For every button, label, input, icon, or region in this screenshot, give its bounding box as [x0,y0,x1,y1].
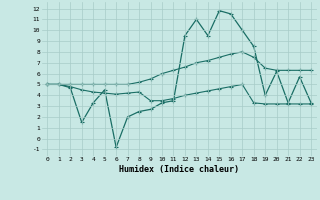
X-axis label: Humidex (Indice chaleur): Humidex (Indice chaleur) [119,165,239,174]
